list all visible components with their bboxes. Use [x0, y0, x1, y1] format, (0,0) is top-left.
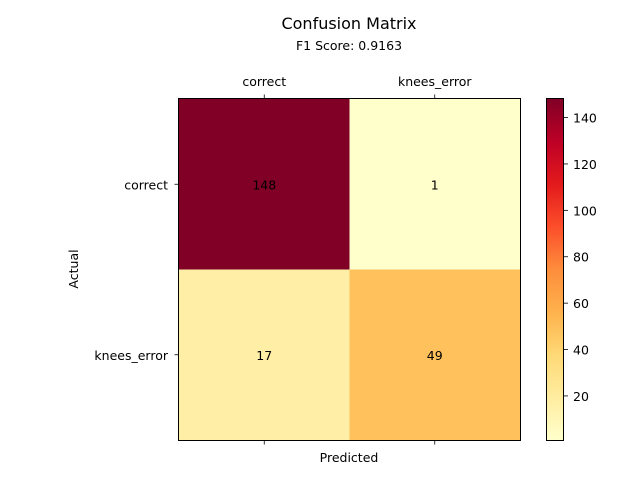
colorbar-tick-label: 100: [573, 203, 597, 218]
colorbar-ticks: 20 40 60 80 100 120 140: [564, 111, 597, 404]
cell-value-label: 17: [256, 348, 272, 363]
chart-subtitle: F1 Score: 0.9163: [296, 38, 402, 53]
colorbar-tick-label: 140: [573, 111, 597, 126]
x-axis-label: Predicted: [320, 450, 379, 465]
heatmap-cells: 148 1 17 49: [179, 99, 521, 441]
chart-title: Confusion Matrix: [281, 14, 416, 33]
heatmap-cell: [179, 269, 350, 441]
colorbar-tick-label: 60: [573, 296, 589, 311]
heatmap-cell: [349, 269, 521, 441]
heatmap-cell: [179, 99, 350, 270]
plot-frame: [178, 98, 521, 441]
colorbar: [546, 98, 564, 441]
colorbar-tick-label: 80: [573, 250, 589, 265]
cell-value-label: 148: [252, 177, 276, 192]
cell-value-label: 1: [431, 177, 439, 192]
heatmap-cell: [349, 99, 521, 270]
colorbar-tick-label: 40: [573, 343, 589, 358]
x-tick-labels: correct knees_error: [242, 74, 472, 445]
colorbar-tick-label: 120: [573, 157, 597, 172]
y-tick-label: correct: [124, 177, 168, 192]
y-tick-labels: correct knees_error: [94, 177, 179, 363]
cell-value-label: 49: [427, 348, 443, 363]
y-tick-label: knees_error: [94, 348, 168, 363]
x-tick-label: knees_error: [398, 74, 472, 89]
colorbar-tick-label: 20: [573, 389, 589, 404]
x-tick-label: correct: [242, 74, 286, 89]
y-axis-label: Actual: [66, 249, 81, 288]
